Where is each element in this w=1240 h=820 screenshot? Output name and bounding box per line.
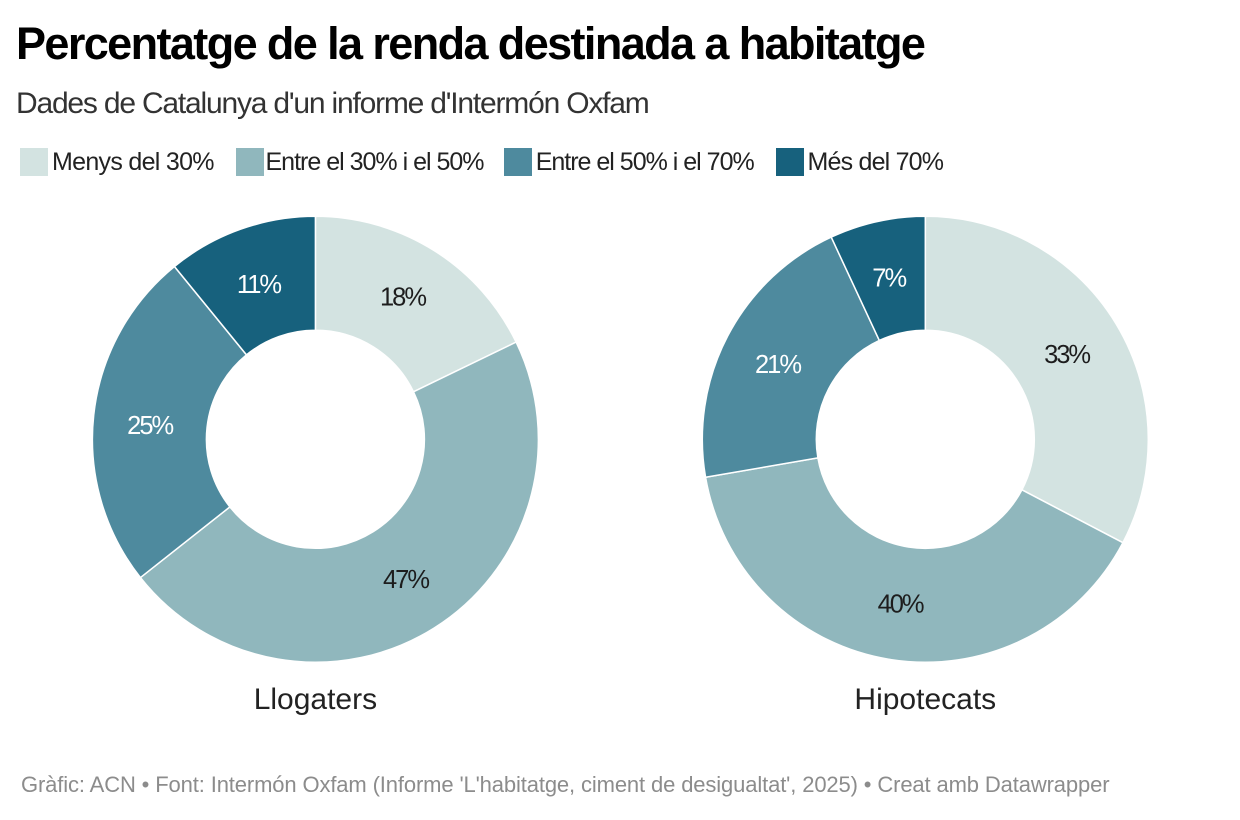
svg-text:21%: 21%	[755, 351, 801, 379]
svg-text:25%: 25%	[127, 412, 173, 440]
svg-text:40%: 40%	[878, 590, 924, 618]
svg-text:33%: 33%	[1044, 341, 1090, 369]
svg-text:11%: 11%	[237, 271, 281, 299]
svg-text:18%: 18%	[380, 284, 426, 312]
svg-text:7%: 7%	[872, 265, 906, 293]
svg-text:Llogaters: Llogaters	[254, 683, 377, 716]
svg-text:Hipotecats: Hipotecats	[854, 683, 996, 716]
svg-text:47%: 47%	[383, 566, 429, 594]
